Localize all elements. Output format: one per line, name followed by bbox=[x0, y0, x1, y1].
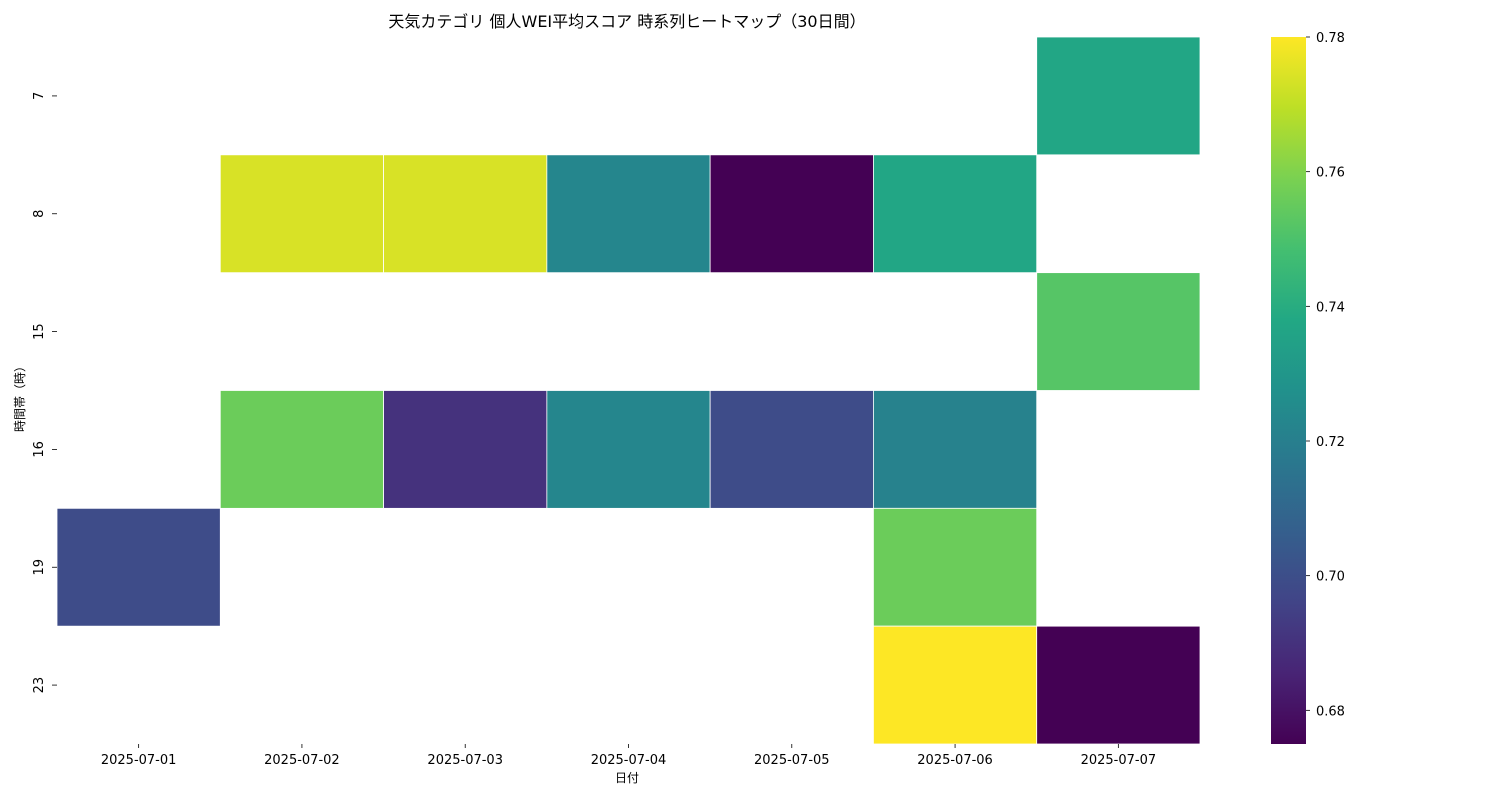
heatmap-cell bbox=[873, 507, 1038, 627]
colorbar-tick-label: 0.70 bbox=[1316, 570, 1345, 585]
heatmap-cell bbox=[546, 154, 711, 274]
colorbar bbox=[1271, 37, 1306, 744]
chart-title: 天気カテゴリ 個人WEI平均スコア 時系列ヒートマップ（30日間） bbox=[388, 12, 865, 31]
colorbar-tick-label: 0.68 bbox=[1316, 704, 1345, 719]
y-tick-label: 15 bbox=[32, 323, 47, 340]
y-axis-ticks: 7 8 15 16 19 23 bbox=[32, 92, 57, 694]
heatmap-cell bbox=[219, 154, 384, 274]
x-tick-label: 2025-07-05 bbox=[754, 753, 830, 768]
x-tick-label: 2025-07-07 bbox=[1081, 753, 1157, 768]
colorbar-tick-label: 0.74 bbox=[1316, 300, 1345, 315]
y-tick-label: 19 bbox=[32, 559, 47, 576]
heatmap-cell bbox=[873, 625, 1038, 745]
heatmap-cell bbox=[1036, 625, 1201, 745]
colorbar-tick-label: 0.78 bbox=[1316, 31, 1345, 46]
y-tick-label: 23 bbox=[32, 677, 47, 694]
heatmap-cell bbox=[56, 507, 221, 627]
heatmap-cell bbox=[546, 390, 711, 509]
y-tick-label: 8 bbox=[32, 210, 47, 218]
y-axis-label: 時間帯（時） bbox=[13, 360, 27, 432]
colorbar-tick-label: 0.72 bbox=[1316, 435, 1345, 450]
colorbar-ticks: 0.68 0.70 0.72 0.74 0.76 0.78 bbox=[1306, 31, 1345, 719]
heatmap-cell bbox=[709, 154, 874, 274]
y-tick-label: 16 bbox=[32, 441, 47, 458]
x-axis-label: 日付 bbox=[615, 771, 639, 785]
heatmap-cell bbox=[873, 390, 1038, 509]
y-tick-label: 7 bbox=[32, 92, 47, 100]
x-tick-label: 2025-07-04 bbox=[591, 753, 667, 768]
heatmap-cell bbox=[709, 390, 874, 509]
heatmap-cell bbox=[1036, 272, 1201, 391]
heatmap-cell bbox=[383, 154, 548, 274]
x-tick-label: 2025-07-02 bbox=[264, 753, 340, 768]
colorbar-tick-label: 0.76 bbox=[1316, 166, 1345, 181]
heatmap-cell bbox=[383, 390, 548, 509]
heatmap-cell bbox=[1036, 36, 1201, 156]
heatmap-cell bbox=[873, 154, 1038, 274]
x-axis-ticks: 2025-07-01 2025-07-02 2025-07-03 2025-07-04… bbox=[101, 744, 1156, 768]
x-tick-label: 2025-07-01 bbox=[101, 753, 177, 768]
heatmap-cell bbox=[219, 390, 384, 509]
heatmap-cells bbox=[56, 36, 1201, 745]
x-tick-label: 2025-07-06 bbox=[917, 753, 993, 768]
x-tick-label: 2025-07-03 bbox=[427, 753, 503, 768]
